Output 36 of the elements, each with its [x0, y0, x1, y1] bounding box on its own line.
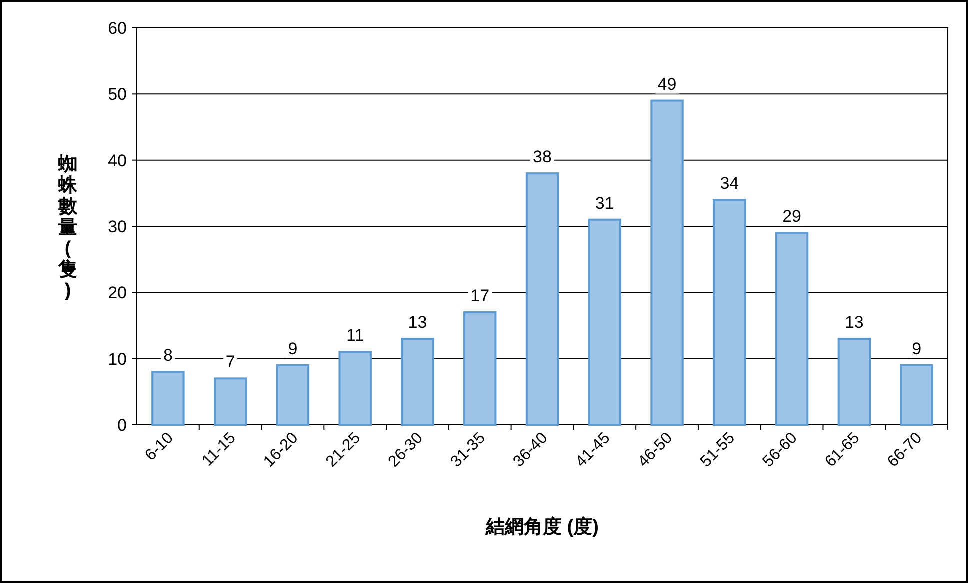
bar	[464, 312, 497, 426]
data-label: 38	[533, 148, 552, 167]
data-label: 29	[782, 207, 802, 226]
bar	[401, 338, 434, 426]
bar	[276, 364, 310, 426]
y-tick-label: 20	[108, 284, 127, 303]
data-label: 9	[288, 339, 298, 358]
bar	[838, 338, 872, 426]
y-tick-label: 50	[108, 85, 127, 104]
y-tick-label: 60	[108, 19, 127, 38]
y-tick-label: 40	[108, 151, 127, 170]
y-tick-label: 30	[108, 218, 127, 236]
bar	[650, 100, 684, 426]
data-label: 31	[595, 194, 614, 213]
bar	[214, 378, 248, 426]
data-label: 49	[658, 74, 677, 94]
bar	[900, 364, 934, 426]
bar	[152, 371, 185, 426]
bar	[338, 351, 372, 426]
data-label: 13	[408, 312, 428, 332]
x-axis-title: 結網角度 (度)	[485, 516, 599, 538]
y-tick-label: 0	[118, 416, 127, 435]
y-axis-title: 蜘蛛數量(隻)	[58, 154, 78, 302]
bar	[713, 199, 746, 426]
data-label: 17	[470, 286, 490, 306]
bar	[775, 232, 809, 426]
data-label: 8	[163, 346, 173, 366]
y-tick-label: 10	[108, 350, 127, 369]
bar	[526, 172, 560, 426]
data-label: 7	[226, 352, 236, 372]
x-tick-label: 6-10	[142, 430, 178, 464]
data-label: 11	[346, 326, 364, 346]
bar	[588, 218, 622, 426]
data-label: 34	[720, 174, 740, 194]
data-label: 9	[912, 339, 922, 358]
data-label: 13	[844, 312, 864, 332]
